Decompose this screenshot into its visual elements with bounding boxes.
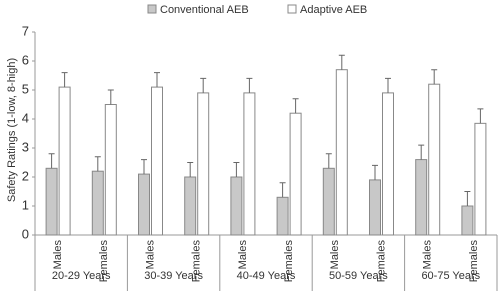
error-bar [141, 159, 147, 175]
bar [369, 179, 381, 236]
bar [276, 196, 289, 236]
x-tick-label: Females [375, 240, 387, 283]
bar [91, 170, 104, 236]
x-tick-label: Females [283, 240, 295, 283]
error-bar [385, 77, 391, 93]
bar [104, 104, 117, 236]
error-bar [464, 191, 471, 206]
group-label: 50-59 Years [329, 270, 388, 282]
bar [151, 86, 163, 236]
group-label: 40-49 Years [237, 270, 296, 282]
x-tick-label: Females [468, 240, 480, 283]
legend-label: Conventional AEB [160, 4, 249, 16]
legend-swatch [147, 4, 157, 14]
x-tick-label: Males [144, 240, 156, 270]
y-axis-title: Safety Ratings (1-low, 8-high) [6, 58, 18, 202]
bar [428, 83, 441, 236]
error-bar [246, 77, 253, 93]
y-tick-label: 6 [22, 52, 29, 67]
error-bar [477, 108, 484, 124]
error-bar [107, 89, 114, 105]
bar [322, 167, 335, 236]
x-tick-label: Females [191, 240, 203, 283]
bar [230, 176, 243, 236]
bar [197, 92, 210, 236]
error-bar [94, 156, 101, 172]
bar [382, 92, 394, 236]
y-tick-label: 4 [22, 110, 29, 125]
x-tick-label: Males [52, 240, 64, 270]
y-tick-label: 2 [22, 168, 29, 183]
y-tick-label: 1 [22, 197, 29, 212]
y-tick-label: 7 [22, 23, 29, 38]
bar [184, 176, 197, 236]
bar [58, 86, 71, 236]
group-label: 60-75 Years [421, 270, 480, 282]
bar [415, 159, 428, 236]
error-bar [200, 77, 207, 93]
error-bar [431, 69, 438, 85]
x-tick-label: Females [98, 240, 110, 283]
x-tick-label: Males [422, 240, 434, 270]
error-bar [61, 72, 68, 88]
bar [474, 122, 487, 236]
error-bar [325, 153, 332, 169]
y-tick-label: 5 [22, 81, 29, 96]
y-tick-label: 0 [22, 226, 29, 241]
x-tick-label: Males [329, 240, 341, 270]
bar [243, 92, 256, 236]
y-tick-label: 3 [22, 139, 29, 154]
error-bar [187, 162, 194, 177]
error-bar [338, 54, 345, 70]
x-tick-label: Males [237, 240, 249, 270]
legend-swatch [287, 4, 297, 14]
error-bar [372, 164, 378, 180]
error-bar [279, 182, 286, 198]
group-label: 20-29 Years [52, 270, 111, 282]
group-label: 30-39 Years [144, 270, 203, 282]
error-bar [418, 144, 425, 160]
bar [138, 173, 150, 236]
bar [461, 205, 474, 236]
bar [335, 69, 348, 236]
legend-label: Adaptive AEB [300, 4, 367, 16]
bar [45, 167, 58, 236]
bar [289, 112, 302, 236]
error-bar [154, 72, 160, 88]
error-bar [48, 153, 55, 169]
error-bar [233, 162, 240, 177]
error-bar [292, 98, 299, 114]
